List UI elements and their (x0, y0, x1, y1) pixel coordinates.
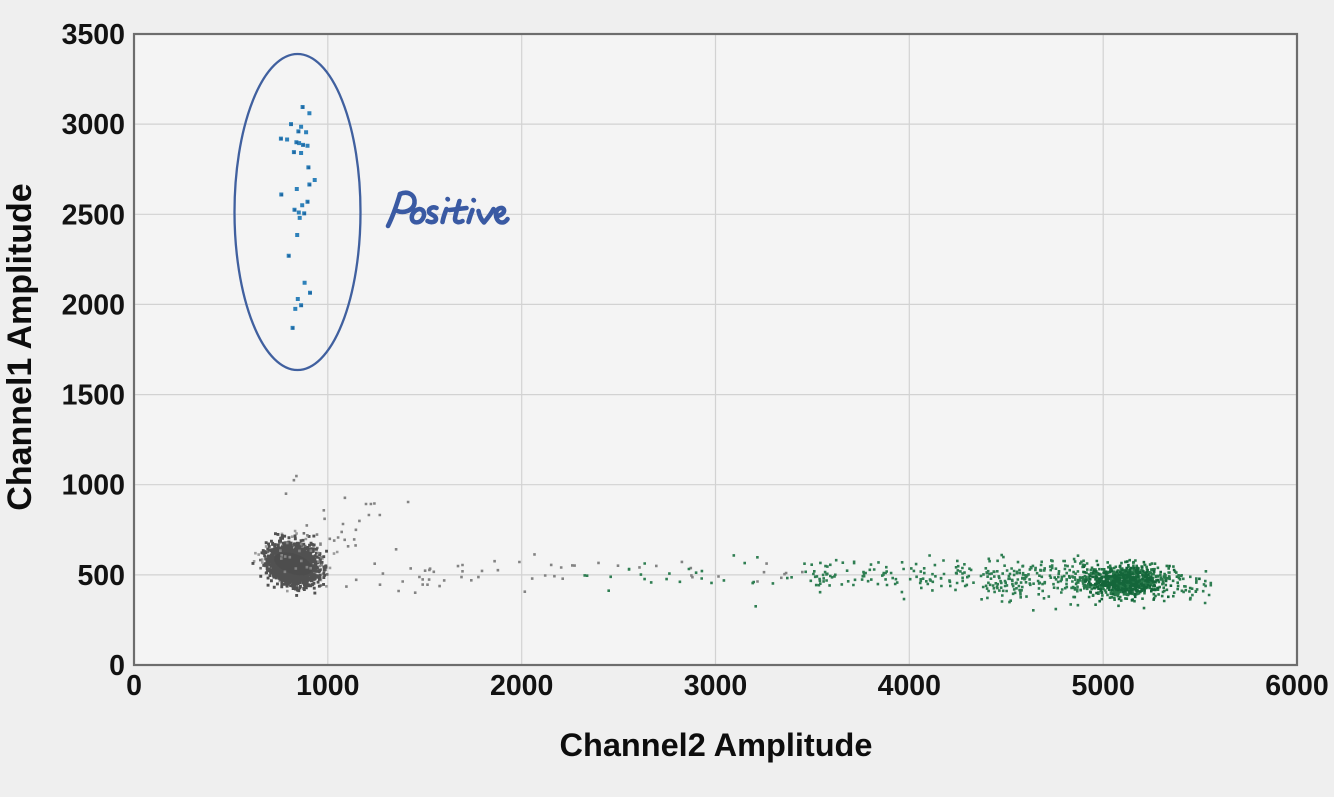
svg-text:2000: 2000 (490, 670, 553, 702)
svg-text:6000: 6000 (1265, 670, 1328, 702)
svg-text:0: 0 (109, 650, 125, 682)
svg-text:2000: 2000 (62, 289, 125, 321)
svg-text:0: 0 (126, 670, 142, 702)
svg-text:1500: 1500 (62, 380, 125, 412)
svg-text:3000: 3000 (684, 670, 747, 702)
svg-text:4000: 4000 (878, 670, 941, 702)
svg-text:5000: 5000 (1071, 670, 1134, 702)
svg-text:1000: 1000 (296, 670, 359, 702)
svg-text:1000: 1000 (62, 470, 125, 502)
svg-text:3000: 3000 (62, 109, 125, 141)
svg-text:2500: 2500 (62, 199, 125, 231)
svg-text:Channel1 Amplitude: Channel1 Amplitude (1, 183, 39, 510)
svg-text:3500: 3500 (62, 19, 125, 51)
svg-text:500: 500 (77, 560, 125, 592)
svg-text:Channel2 Amplitude: Channel2 Amplitude (560, 727, 873, 763)
